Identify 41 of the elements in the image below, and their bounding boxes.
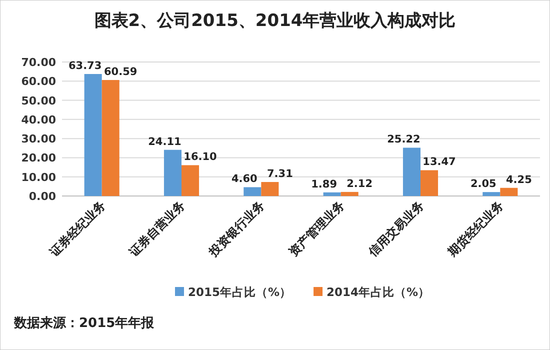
bar	[261, 182, 279, 196]
bar	[84, 74, 102, 196]
y-tick-label: 10.00	[21, 170, 56, 184]
data-label: 60.59	[104, 66, 138, 78]
data-label: 4.60	[231, 173, 258, 186]
bar	[482, 192, 500, 196]
y-tick-label: 70.00	[21, 56, 56, 69]
bar	[402, 148, 420, 196]
bar	[340, 192, 358, 196]
bar	[500, 188, 518, 196]
y-tick-label: 40.00	[21, 113, 56, 126]
data-label: 2.12	[346, 178, 373, 190]
bar	[102, 80, 120, 196]
data-label: 7.31	[266, 168, 293, 180]
chart-title: 图表2、公司2015、2014年营业收入构成对比	[94, 11, 456, 31]
bar	[182, 165, 200, 196]
y-tick-label: 20.00	[21, 152, 56, 165]
data-label: 4.25	[506, 174, 532, 186]
bar	[244, 187, 262, 196]
data-label: 1.89	[311, 178, 338, 190]
x-tick-label: 期货经纪业务	[444, 198, 506, 260]
x-tick-label: 投资银行业务	[206, 198, 268, 260]
x-tick-label: 信用交易业务	[365, 198, 427, 260]
legend-label: 2015年占比（%）	[188, 285, 292, 299]
bar	[323, 192, 341, 196]
data-label: 63.73	[68, 60, 102, 72]
bar	[420, 170, 438, 196]
y-tick-label: 0.00	[28, 190, 56, 203]
bar	[164, 150, 182, 196]
x-tick-label: 资产管理业务	[286, 198, 347, 260]
data-label: 2.05	[470, 178, 496, 190]
data-label: 25.22	[387, 134, 420, 146]
y-tick-label: 60.00	[21, 75, 56, 88]
data-label: 16.10	[184, 151, 217, 164]
data-label: 13.47	[422, 156, 456, 168]
data-label: 24.11	[148, 136, 182, 148]
y-tick-label: 50.00	[21, 94, 56, 108]
x-tick-label: 证券自营业务	[126, 198, 188, 260]
y-tick-label: 30.00	[21, 132, 56, 146]
source-note: 数据来源：2015年年报	[13, 316, 156, 331]
legend-label: 2014年占比（%）	[326, 285, 430, 299]
